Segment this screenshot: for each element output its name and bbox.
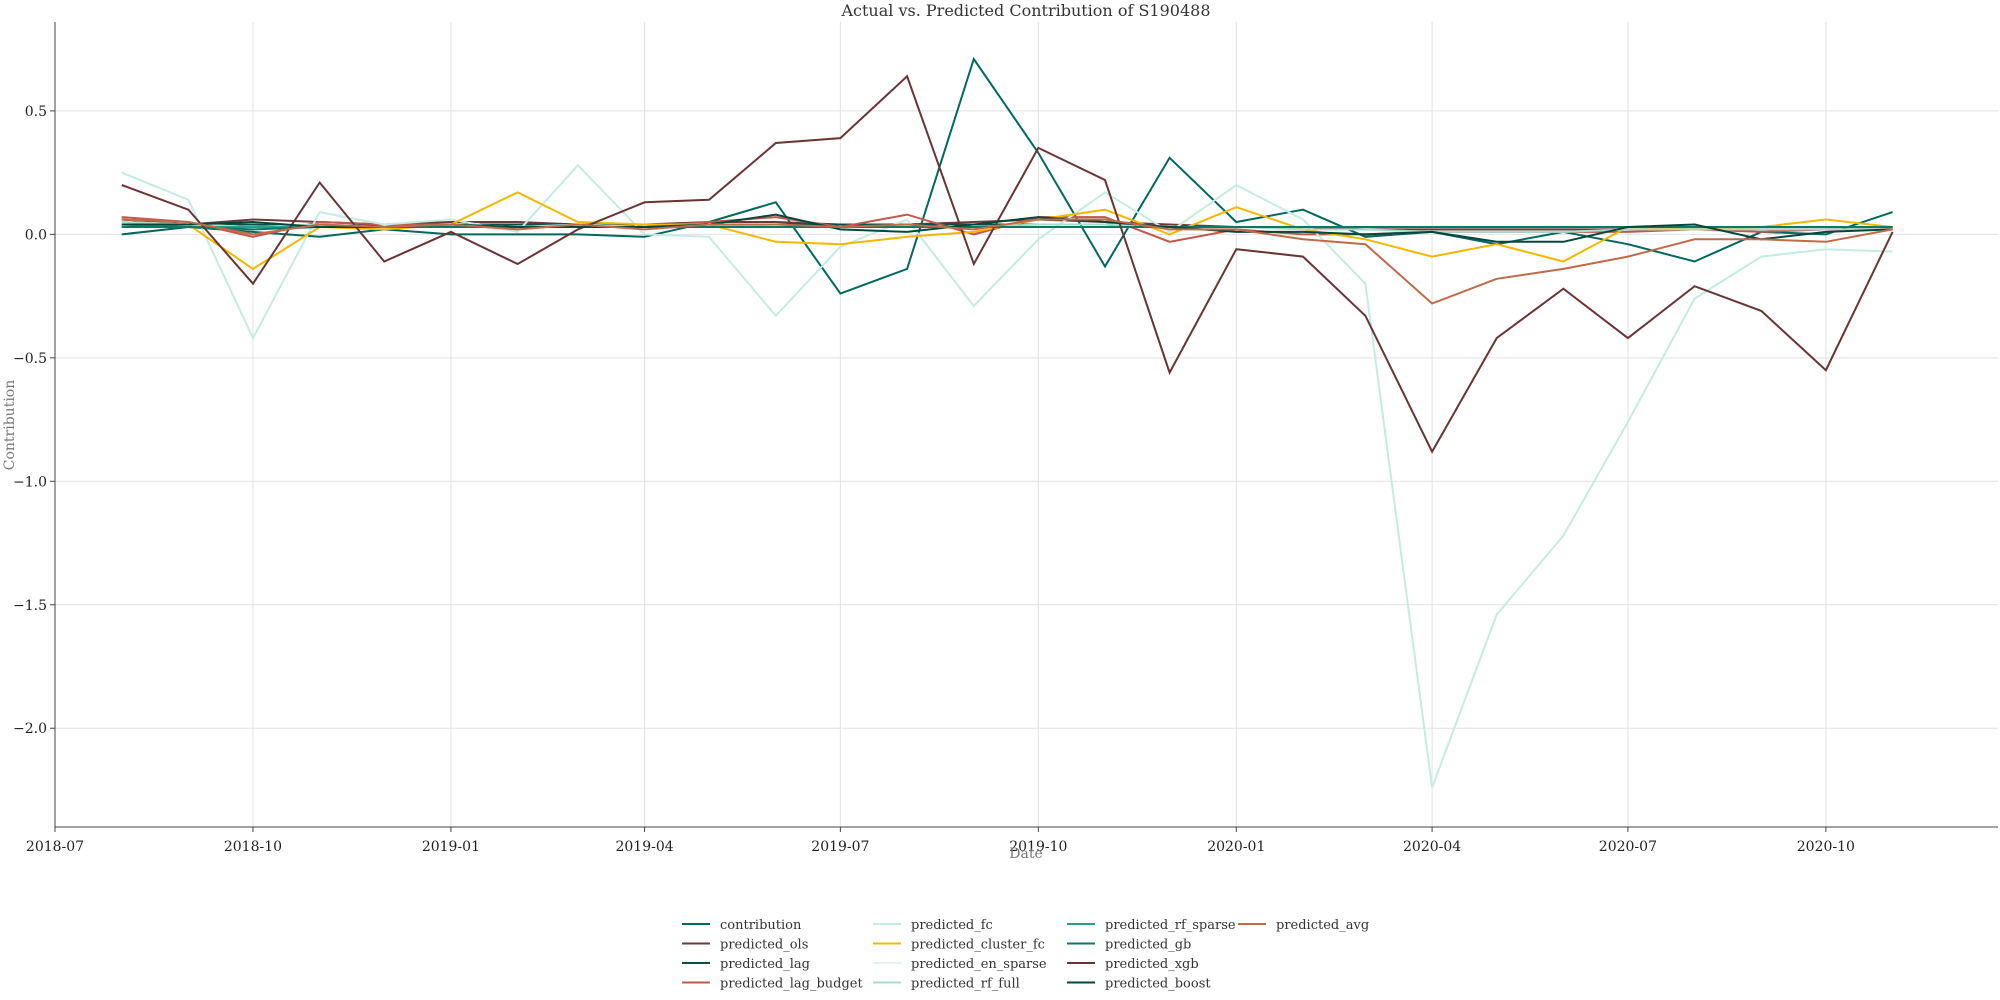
legend-label: predicted_boost xyxy=(1105,977,1211,992)
x-tick-label: 2019-01 xyxy=(422,839,480,855)
x-tick-label: 2020-01 xyxy=(1207,839,1265,855)
y-axis-title: Contribution xyxy=(2,380,18,470)
series-line-contribution xyxy=(121,56,1893,295)
y-tick-label: −2.0 xyxy=(13,721,47,737)
legend-label: predicted_fc xyxy=(911,918,993,933)
legend-label: contribution xyxy=(720,918,802,933)
grid-lines xyxy=(54,22,1998,827)
x-tick-label: 2019-07 xyxy=(811,839,869,855)
x-axis-title: Date xyxy=(1009,846,1042,862)
legend-label: predicted_gb xyxy=(1105,938,1191,953)
legend-label: predicted_xgb xyxy=(1105,957,1199,972)
y-tick-label: −1.0 xyxy=(13,474,47,490)
chart-title: Actual vs. Predicted Contribution of S19… xyxy=(840,1,1210,20)
series-line-predicted-xgb xyxy=(121,74,1894,454)
series-line-predicted-gb xyxy=(121,226,1893,231)
y-tick-label: 0.0 xyxy=(25,227,47,243)
series-lines xyxy=(121,56,1894,788)
legend-label: predicted_ols xyxy=(720,938,808,953)
legend-label: predicted_lag_budget xyxy=(720,977,863,992)
x-tick-label: 2020-10 xyxy=(1797,839,1855,855)
legend-label: predicted_en_sparse xyxy=(911,957,1047,972)
y-tick-label: 0.5 xyxy=(25,104,47,120)
legend: contributionpredicted_olspredicted_lagpr… xyxy=(682,918,1369,992)
axes: 0.5 0.0 −0.5 −1.0 −1.5 −2.0 2018-07 2018-10 2019… xyxy=(13,22,1998,855)
series-line-predicted-avg xyxy=(121,218,1893,305)
legend-label: predicted_avg xyxy=(1276,918,1369,933)
x-tick-label: 2018-10 xyxy=(224,839,282,855)
x-tick-label: 2020-07 xyxy=(1599,839,1657,855)
x-tick-label: 2020-04 xyxy=(1403,839,1461,855)
x-tick-label: 2018-07 xyxy=(26,839,84,855)
legend-label: predicted_lag xyxy=(720,957,810,972)
y-tick-label: −1.5 xyxy=(13,598,47,614)
x-tick-label: 2019-04 xyxy=(615,839,673,855)
x-tick-label: 2019-10 xyxy=(1009,839,1067,855)
legend-label: predicted_rf_full xyxy=(911,977,1020,992)
series-line-predicted-fc xyxy=(121,163,1893,788)
y-tick-label: −0.5 xyxy=(13,351,47,367)
legend-label: predicted_rf_sparse xyxy=(1105,918,1236,933)
legend-label: predicted_cluster_fc xyxy=(911,938,1045,953)
